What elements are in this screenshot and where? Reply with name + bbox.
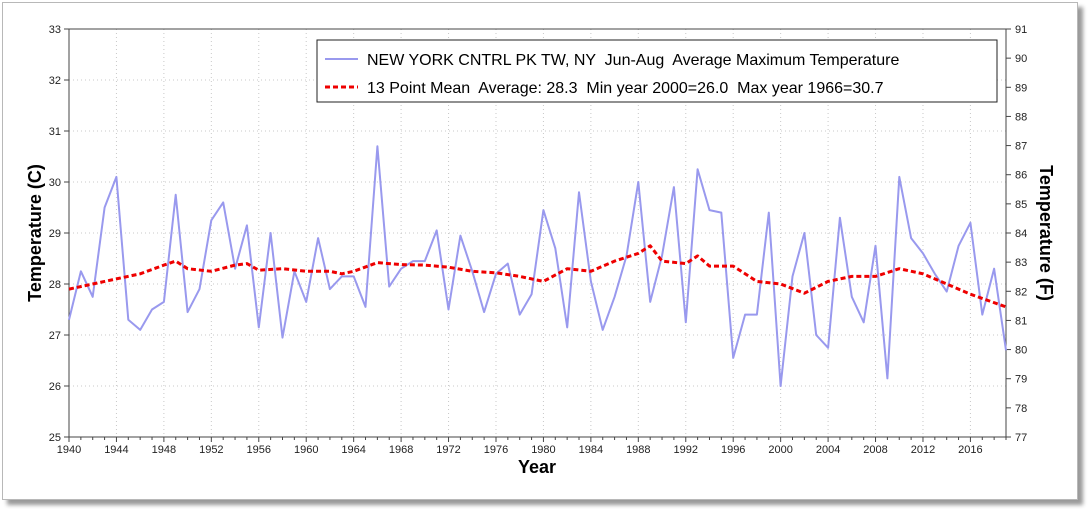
right-tick-label: 80 xyxy=(1015,345,1027,357)
x-axis-ticks: 1940 1944 1948 1952 1956 1960 1964 1968 1972 1976… xyxy=(57,437,1007,456)
right-tick-label: 78 xyxy=(1015,403,1027,415)
series-line-mean xyxy=(68,244,1007,309)
x-tick-label: 1956 xyxy=(247,444,271,456)
x-tick-label: 1944 xyxy=(104,444,128,456)
right-tick-label: 91 xyxy=(1015,24,1027,36)
x-tick-label: 1960 xyxy=(294,444,318,456)
left-tick-label: 26 xyxy=(49,381,61,393)
right-tick-label: 88 xyxy=(1015,111,1027,123)
x-tick-label: 1948 xyxy=(152,444,176,456)
x-tick-label: 1940 xyxy=(57,444,81,456)
left-tick-label: 31 xyxy=(49,126,61,138)
right-tick-label: 84 xyxy=(1015,228,1027,240)
right-tick-label: 79 xyxy=(1015,374,1027,386)
y-axis-right-title: Temperature (F) xyxy=(1036,165,1056,301)
right-axis-ticks: 77 78 79 80 81 82 83 84 85 86 87 88 89 90 91 xyxy=(1006,24,1027,444)
left-tick-label: 32 xyxy=(49,75,61,87)
x-tick-label: 1968 xyxy=(389,444,413,456)
x-tick-label: 1964 xyxy=(341,444,365,456)
x-tick-label: 1984 xyxy=(579,444,603,456)
left-tick-label: 25 xyxy=(49,432,61,444)
left-tick-label: 30 xyxy=(49,177,61,189)
legend: NEW YORK CNTRL PK TW, NY Jun-Aug Average… xyxy=(316,39,998,103)
x-axis-title: Year xyxy=(518,457,556,477)
right-tick-label: 77 xyxy=(1015,432,1027,444)
right-tick-label: 82 xyxy=(1015,286,1027,298)
x-tick-label: 2016 xyxy=(958,444,982,456)
right-tick-label: 86 xyxy=(1015,170,1027,182)
right-tick-label: 83 xyxy=(1015,257,1027,269)
x-tick-label: 1952 xyxy=(199,444,223,456)
left-tick-label: 28 xyxy=(49,279,61,291)
series-line-observed xyxy=(68,145,1007,387)
legend-label-observed: NEW YORK CNTRL PK TW, NY Jun-Aug Average… xyxy=(367,52,899,69)
legend-label-mean: 13 Point Mean Average: 28.3 Min year 200… xyxy=(367,80,884,97)
left-tick-label: 27 xyxy=(49,330,61,342)
x-tick-label: 2008 xyxy=(863,444,887,456)
left-axis-ticks: 25 26 27 28 29 30 31 32 33 xyxy=(49,24,69,444)
x-tick-label: 2000 xyxy=(768,444,792,456)
left-tick-label: 29 xyxy=(49,228,61,240)
right-tick-label: 89 xyxy=(1015,82,1027,94)
x-tick-label: 1972 xyxy=(436,444,460,456)
x-tick-label: 1976 xyxy=(484,444,508,456)
left-tick-label: 33 xyxy=(49,24,61,36)
right-tick-label: 85 xyxy=(1015,199,1027,211)
x-tick-label: 1996 xyxy=(721,444,745,456)
right-tick-label: 81 xyxy=(1015,315,1027,327)
x-tick-label: 2012 xyxy=(911,444,935,456)
right-tick-label: 87 xyxy=(1015,141,1027,153)
right-tick-label: 90 xyxy=(1015,53,1027,65)
legend-box xyxy=(316,39,998,103)
series-layer xyxy=(68,145,1007,387)
x-tick-label: 1980 xyxy=(531,444,555,456)
x-tick-label: 2004 xyxy=(816,444,840,456)
x-tick-label: 1988 xyxy=(626,444,650,456)
y-axis-left-title: Temperature (C) xyxy=(25,164,45,302)
x-tick-label: 1992 xyxy=(674,444,698,456)
